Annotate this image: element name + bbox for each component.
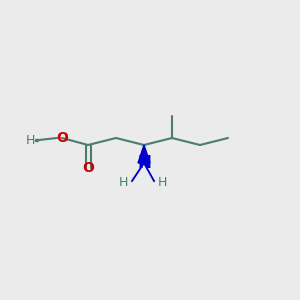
Text: N: N	[137, 154, 151, 172]
Text: H: H	[26, 134, 35, 146]
Text: H: H	[118, 176, 128, 190]
Text: O: O	[82, 161, 94, 175]
Text: O: O	[56, 131, 68, 145]
Text: H: H	[158, 176, 167, 190]
Polygon shape	[138, 145, 150, 163]
